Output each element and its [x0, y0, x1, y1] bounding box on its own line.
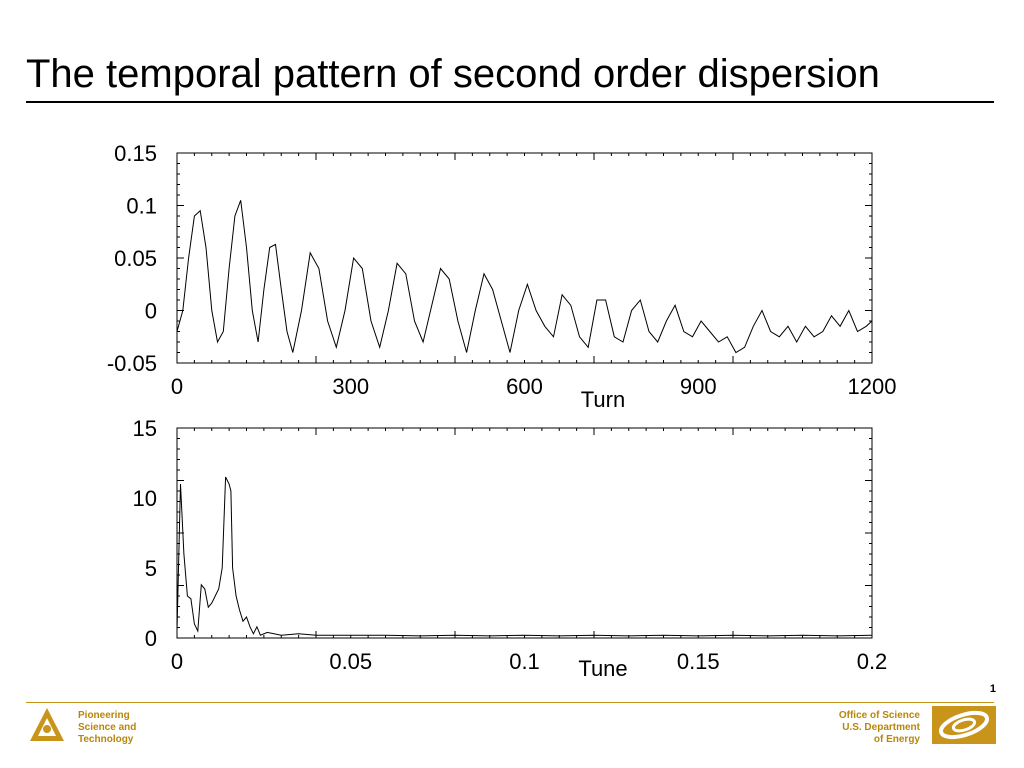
footer-left-line: Technology: [78, 733, 134, 745]
footer-right-line: Office of Science: [838, 709, 920, 721]
slide-title: The temporal pattern of second order dis…: [26, 52, 880, 96]
tune-x-tick-label: 0.05: [329, 649, 372, 674]
turn-plot-frame: [176, 152, 873, 364]
turn-x-axis-label: Turn: [581, 387, 625, 412]
title-underline: [26, 101, 994, 103]
footer-left-text: Pioneering Science and Technology: [78, 710, 136, 746]
turn-x-tick-label: 1200: [848, 374, 897, 399]
turn-y-tick-label: 0.1: [126, 194, 157, 219]
turn-y-tick-label: 0.05: [114, 246, 157, 271]
turn-series-line: [176, 200, 873, 354]
doe-office-of-science-logo-icon: [932, 706, 996, 749]
turn-x-tick-label: 300: [332, 374, 369, 399]
page-number: 1: [989, 683, 996, 695]
argonne-triangle-logo-icon: [28, 706, 66, 749]
tune-x-tick-label: 0.1: [509, 649, 540, 674]
tune-series-line: [176, 476, 873, 637]
tune-y-tick-label: 15: [133, 416, 157, 441]
turn-x-tick-label: 600: [506, 374, 543, 399]
tune-y-tick-label: 5: [145, 556, 157, 581]
turn-y-tick-label: -0.05: [107, 351, 157, 376]
tune-y-tick-label: 10: [133, 486, 157, 511]
footer-right-branding: Office of Science U.S. Department of Ene…: [839, 706, 996, 749]
tune-y-tick-label: 0: [145, 626, 157, 651]
tune-x-axis-label: Tune: [578, 656, 627, 681]
footer-right-line: of Energy: [873, 733, 920, 745]
tune-x-tick-label: 0.2: [857, 649, 888, 674]
footer-divider: [26, 702, 994, 703]
tune-x-tick-label: 0: [171, 649, 183, 674]
footer-left-line: Science and: [78, 721, 137, 733]
footer-left-line: Pioneering: [78, 709, 130, 721]
tune-plot-frame: [176, 427, 873, 639]
footer-right-line: U.S. Department: [842, 721, 920, 733]
turn-x-tick-label: 900: [680, 374, 717, 399]
footer-right-text: Office of Science U.S. Department of Ene…: [839, 710, 920, 746]
footer-left-branding: Pioneering Science and Technology: [28, 706, 136, 749]
turn-y-tick-label: 0.15: [114, 141, 157, 166]
tune-x-tick-label: 0.15: [677, 649, 720, 674]
turn-x-tick-label: 0: [171, 374, 183, 399]
turn-y-tick-label: 0: [145, 299, 157, 324]
